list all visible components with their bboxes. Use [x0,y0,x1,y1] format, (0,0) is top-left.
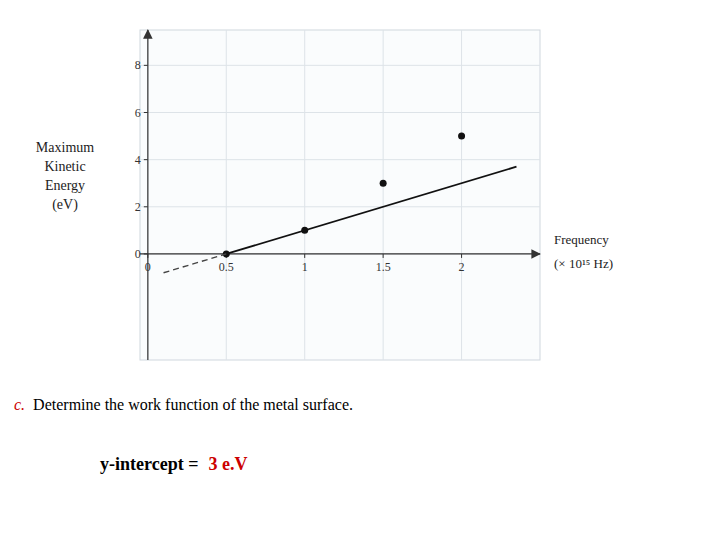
grid-line [140,159,540,160]
question-text: Determine the work function of the metal… [33,396,353,413]
y-label-line: (eV) [52,197,78,213]
grid-line [383,30,384,360]
plot-area [140,30,540,360]
y-tick [144,159,148,160]
x-tick-label: 0.5 [219,260,234,274]
y-tick-label: 2 [135,200,141,214]
grid-line [140,253,540,254]
x-tick [304,254,305,258]
y-axis [147,30,148,360]
x-axis [140,253,540,254]
answer-value: 3 e.V [208,454,247,474]
x-tick-label: 0 [145,260,151,274]
grid-line [226,30,227,360]
grid-line [140,112,540,113]
y-tick-label: 0 [135,247,141,261]
x-tick-label: 2 [459,260,465,274]
y-label-line: Energy [45,178,85,193]
y-tick [144,206,148,207]
x-tick [461,254,462,258]
data-layer [164,133,517,273]
dashed-line [164,254,227,273]
chart: 0 0.5 1 1.5 2 0 2 4 6 8 Maximum Kinetic Energy (eV) Fr… [0,0,720,540]
grid-line [140,65,540,66]
y-label-line: Maximum [36,140,94,155]
question-label: c. [14,396,25,413]
x-tick-label: 1 [302,260,308,274]
x-tick [383,254,384,258]
data-point [458,133,465,140]
y-label-line: Kinetic [44,159,85,174]
y-tick-label: 4 [135,153,141,167]
y-tick-label: 8 [135,58,141,72]
x-label: (× 10¹⁵ Hz) [554,256,613,271]
answer-label: y-intercept = [100,454,198,474]
grid-line [304,30,305,360]
y-tick [144,253,148,254]
y-tick [144,112,148,113]
grid-line [461,30,462,360]
grid-line [140,206,540,207]
fit-line [226,167,516,254]
y-tick [144,65,148,66]
data-point [380,180,387,187]
y-label: Maximum Kinetic Energy (eV) [36,140,94,213]
x-label: Frequency [554,232,609,247]
grid-line [147,30,148,360]
y-tick-label: 6 [135,106,141,120]
x-tick [147,254,148,258]
x-tick-label: 1.5 [376,260,391,274]
